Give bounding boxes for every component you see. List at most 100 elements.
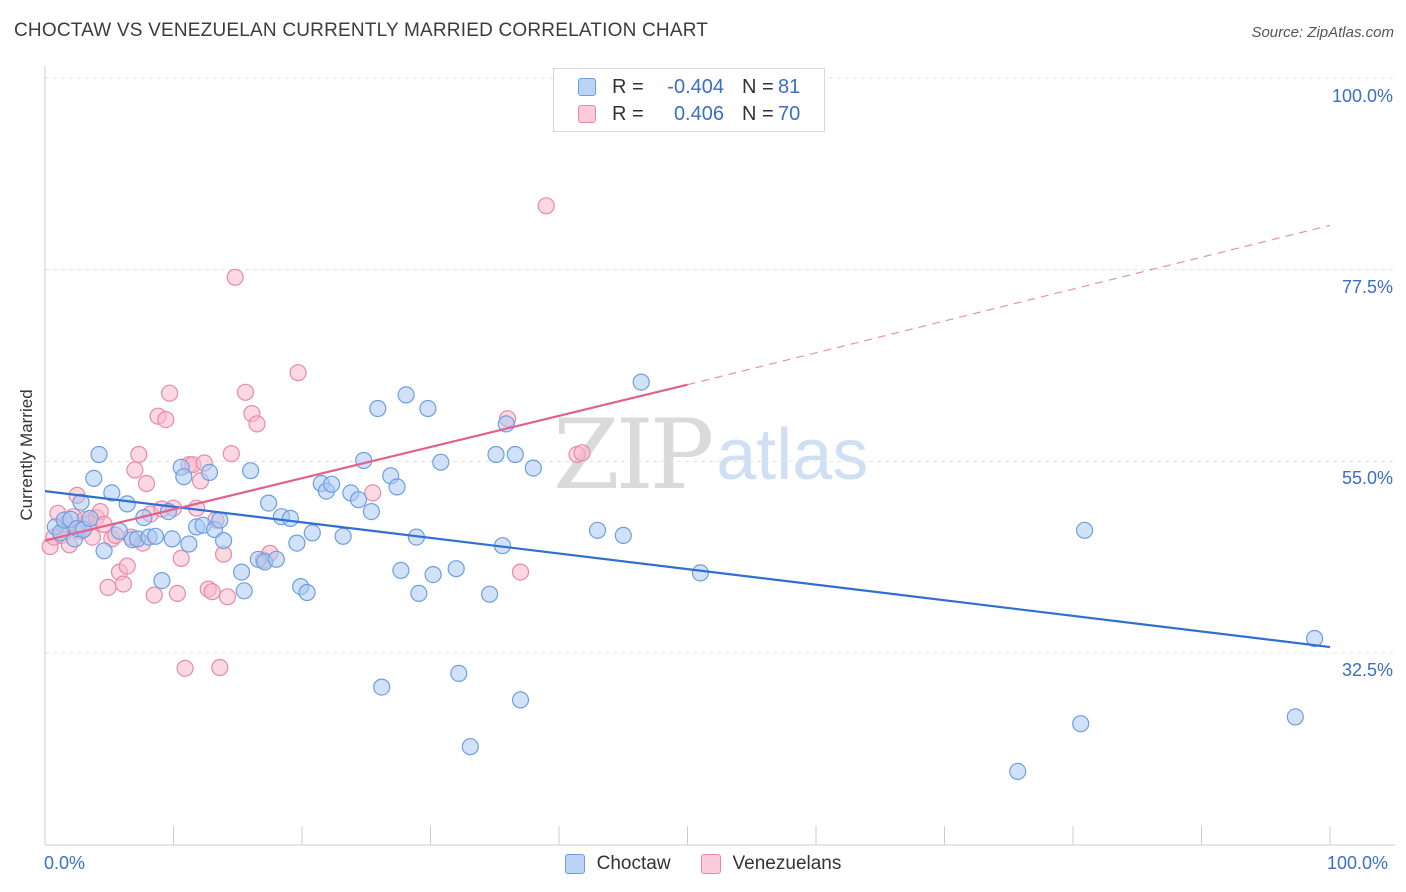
- choctaw-point: [267, 550, 285, 568]
- choctaw-point: [373, 678, 391, 696]
- venezuelan-point: [236, 383, 255, 401]
- venezuelan-point: [226, 268, 244, 286]
- choctaw-point: [355, 451, 373, 470]
- choctaw-point: [85, 469, 103, 487]
- y-tick-label-77: 77.5%: [1341, 277, 1393, 297]
- choctaw-point: [303, 524, 321, 542]
- venezuelan-point: [114, 575, 133, 593]
- choctaw-point: [200, 463, 219, 481]
- choctaw-point: [397, 386, 415, 404]
- choctaw-point: [410, 584, 428, 603]
- choctaw-point: [1286, 708, 1304, 726]
- venezuelan-trend-extension: [687, 224, 1331, 386]
- choctaw-point: [419, 399, 437, 418]
- x-tick-label-min: 0.0%: [44, 853, 86, 873]
- choctaw-point: [481, 585, 499, 603]
- choctaw-point: [1009, 762, 1027, 781]
- chart-title: CHOCTAW VS VENEZUELAN CURRENTLY MARRIED …: [14, 20, 709, 41]
- venezuelan-n-value: 70: [778, 102, 801, 125]
- choctaw-point: [588, 521, 607, 539]
- venezuelan-point: [157, 411, 175, 429]
- choctaw-point: [334, 527, 352, 545]
- choctaw-point: [103, 484, 121, 502]
- choctaw-point: [180, 535, 198, 553]
- choctaw-point: [72, 493, 90, 511]
- choctaw-point: [691, 564, 710, 582]
- legend-item-choctaw[interactable]: Choctaw: [564, 853, 671, 875]
- choctaw-point: [432, 453, 450, 471]
- choctaw-point: [215, 531, 233, 550]
- choctaw-point: [487, 445, 505, 464]
- choctaw-point: [146, 527, 165, 545]
- choctaw-point: [323, 475, 341, 493]
- choctaw-point: [1072, 715, 1090, 733]
- choctaw-point: [362, 503, 380, 521]
- venezuelan-r-value: 0.406: [673, 102, 724, 125]
- choctaw-point: [175, 468, 193, 486]
- choctaw-point: [524, 459, 542, 477]
- choctaw-point: [95, 542, 113, 560]
- venezuelan-point: [118, 557, 136, 575]
- choctaw-point: [349, 491, 368, 509]
- choctaw-swatch: [578, 78, 596, 96]
- venezuelan-point: [172, 549, 190, 568]
- choctaw-trend-line: [44, 490, 1331, 649]
- venezuelan-swatch: [578, 105, 596, 123]
- choctaw-point: [392, 561, 410, 580]
- venezuelan-point: [161, 384, 179, 402]
- choctaw-point: [118, 495, 136, 513]
- choctaw-point: [281, 509, 299, 528]
- choctaw-point: [298, 583, 316, 602]
- venezuelan-n-label: N =: [742, 102, 774, 125]
- legend-item-venezuelans[interactable]: Venezuelans: [700, 853, 842, 875]
- venezuelan-point: [573, 444, 591, 462]
- choctaw-point: [288, 534, 306, 552]
- legend-venezuelans-label: Venezuelans: [732, 853, 842, 874]
- venezuelan-point: [203, 583, 221, 601]
- venezuelan-point: [211, 658, 229, 677]
- y-axis-label: Currently Married: [17, 389, 36, 521]
- choctaw-point: [447, 560, 465, 578]
- choctaw-point: [81, 509, 99, 528]
- venezuelan-point: [99, 578, 117, 597]
- choctaw-point: [211, 511, 229, 529]
- venezuelan-point: [289, 364, 307, 382]
- venezuelan-point: [222, 445, 240, 463]
- choctaw-point: [511, 691, 530, 709]
- choctaw-point: [153, 571, 171, 590]
- choctaw-point: [614, 526, 632, 545]
- choctaw-point: [450, 664, 468, 683]
- y-tick-label-55: 55.0%: [1341, 468, 1393, 488]
- choctaw-n-label: N =: [742, 75, 774, 98]
- choctaw-point: [260, 494, 278, 512]
- choctaw-n-value: 81: [778, 75, 801, 98]
- choctaw-point: [233, 563, 251, 581]
- choctaw-point: [242, 462, 260, 480]
- correlation-legend: R = -0.404 N = 81 R = 0.406 N = 70: [553, 68, 825, 132]
- legend-choctaw-swatch: [564, 854, 585, 874]
- choctaw-point: [163, 530, 181, 548]
- choctaw-point: [369, 399, 387, 418]
- venezuelan-point: [511, 563, 530, 581]
- y-tick-label-32: 32.5%: [1341, 660, 1393, 680]
- choctaw-point: [461, 738, 479, 756]
- choctaw-point: [388, 478, 406, 496]
- venezuelan-r-label: R =: [612, 102, 644, 125]
- venezuelan-point: [248, 415, 266, 433]
- venezuelan-point: [537, 197, 555, 215]
- venezuelan-point: [176, 659, 194, 677]
- venezuelan-trend-line: [44, 383, 688, 542]
- choctaw-point: [90, 445, 108, 464]
- choctaw-r-value: -0.404: [667, 75, 724, 98]
- venezuelan-point: [145, 586, 163, 604]
- legend-venezuelans-swatch: [700, 854, 721, 874]
- venezuelan-point: [137, 474, 156, 493]
- legend-choctaw-label: Choctaw: [596, 853, 671, 874]
- x-tick-label-max: 100.0%: [1327, 853, 1389, 873]
- venezuelan-point: [364, 484, 382, 502]
- source-label: Source: ZipAtlas.com: [1251, 24, 1394, 41]
- venezuelan-point: [218, 588, 237, 606]
- choctaw-point: [235, 582, 253, 600]
- legend-row-choctaw: R = -0.404 N = 81: [578, 75, 800, 99]
